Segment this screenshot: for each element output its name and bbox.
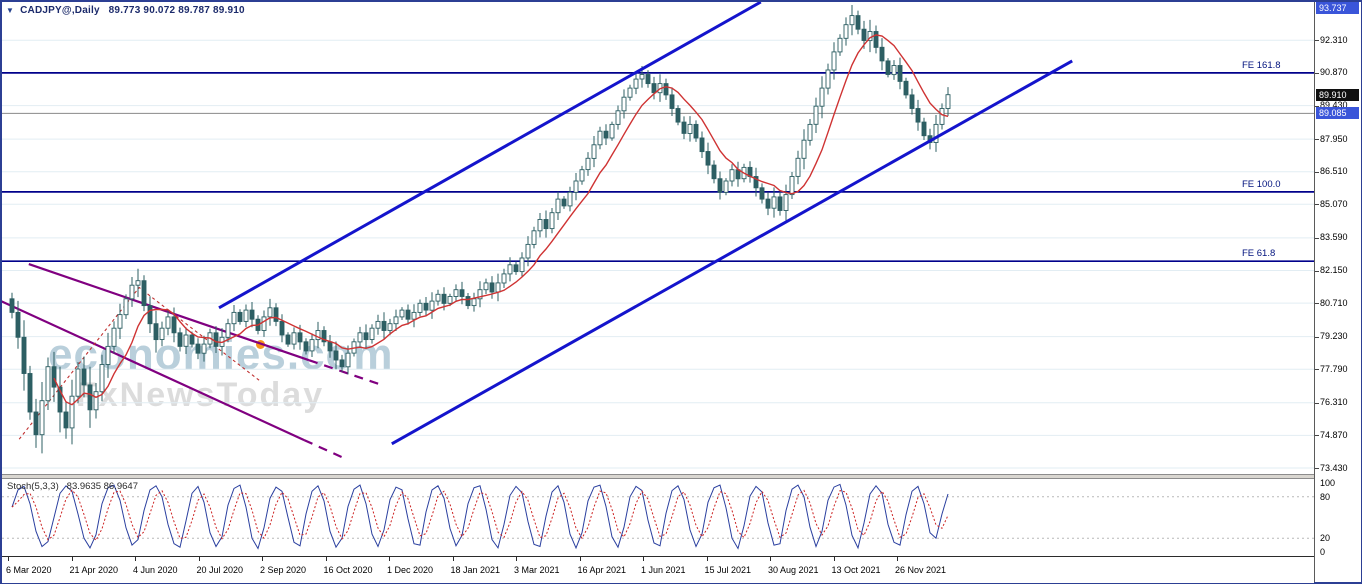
time-axis[interactable]: 6 Mar 2020 21 Apr 2020 4 Jun 2020 20 Jul 20…	[2, 556, 1314, 583]
price-tickmark	[1315, 72, 1319, 74]
price-tick-label: 89.430	[1320, 100, 1348, 111]
time-tick-label: 1 Dec 2020	[387, 565, 434, 575]
descending-channel-lower[interactable]	[2, 300, 345, 460]
time-tick-label: 15 Jul 2021	[704, 565, 752, 575]
time-tick-label: 4 Jun 2020	[133, 565, 178, 575]
watermark-fxnewstoday: FxNewsToday	[76, 376, 325, 415]
time-tickmark	[833, 557, 835, 561]
ohlc-values: 89.773 90.072 89.787 89.910	[108, 5, 245, 16]
symbol-info: ▼ CADJPY@,Daily 89.773 90.072 89.787 89.…	[6, 5, 245, 16]
trend-guide-dashed[interactable]	[18, 286, 260, 440]
price-tick-label: 80.710	[1320, 297, 1348, 308]
stochastic-name: Stoch(5,3,3)	[7, 481, 59, 492]
time-tickmark	[8, 557, 9, 561]
stochastic-label: Stoch(5,3,3) 83.9635 86.9647	[7, 481, 138, 492]
time-tickmark	[71, 557, 73, 561]
stoch-tick-label: 0	[1320, 547, 1326, 557]
time-tickmark	[389, 557, 390, 561]
price-tick-label: 86.510	[1320, 166, 1348, 177]
time-tick-label: 20 Jul 2020	[196, 565, 244, 575]
fib-level-label: FE 100.0	[1242, 178, 1281, 190]
time-tick-label: 26 Nov 2021	[895, 565, 947, 575]
price-tickmark	[1315, 336, 1319, 338]
fib-level-label: FE 61.8	[1242, 248, 1276, 260]
candles	[9, 5, 951, 454]
price-tickmark	[1315, 402, 1319, 404]
price-tickmark	[1315, 139, 1319, 141]
price-tickmark	[1315, 171, 1319, 173]
time-tick-label: 18 Jan 2021	[450, 565, 501, 575]
stochastic-pane[interactable]: Stoch(5,3,3) 83.9635 86.9647	[2, 479, 1314, 556]
time-tickmark	[579, 557, 581, 561]
price-tick-label: 92.310	[1320, 34, 1348, 45]
symbol-period-label: CADJPY@,Daily	[20, 5, 100, 16]
price-tick-label: 73.430	[1320, 462, 1348, 473]
bid-price-badge: 89.910	[1316, 88, 1359, 101]
price-tickmark	[1315, 435, 1319, 437]
price-tickmark	[1315, 468, 1319, 469]
time-tickmark	[706, 557, 708, 561]
time-tick-label: 1 Jun 2021	[641, 565, 686, 575]
price-tickmark	[1315, 369, 1319, 371]
fib-expansion-lines[interactable]	[2, 72, 1314, 263]
gridlines	[2, 39, 1314, 469]
time-tickmark	[135, 557, 136, 561]
price-tick-label: 77.790	[1320, 363, 1348, 374]
time-tick-label: 16 Apr 2021	[577, 565, 627, 575]
price-axis[interactable]: 92.310 90.870 89.430 87.950 86.510 85.070 83.5…	[1314, 2, 1361, 582]
time-tick-label: 3 Mar 2021	[514, 565, 560, 575]
time-tickmark	[452, 557, 454, 561]
price-tick-label: 82.150	[1320, 265, 1348, 275]
price-tickmark	[1315, 270, 1319, 272]
time-tick-label: 13 Oct 2021	[831, 565, 881, 575]
fib-level-label: FE 161.8	[1242, 59, 1281, 71]
stochastic-canvas[interactable]	[2, 479, 1314, 556]
stoch-tick-label: 20	[1320, 533, 1331, 544]
highlighted-price-badge: 89.085	[1316, 107, 1359, 120]
price-tick-label: 79.230	[1320, 331, 1348, 342]
time-tickmark	[770, 557, 771, 561]
ascending-channel-upper[interactable]	[218, 2, 762, 310]
price-tickmark	[1315, 40, 1319, 42]
time-tickmark	[198, 557, 200, 561]
price-tickmark	[1315, 237, 1319, 239]
time-tickmark	[262, 557, 263, 561]
price-tickmark	[1315, 204, 1319, 206]
time-tickmark	[325, 557, 327, 561]
stochastic-values: 83.9635 86.9647	[66, 481, 138, 492]
highlighted-price-badge: 93.737	[1316, 2, 1359, 14]
time-tickmark	[643, 557, 644, 561]
time-tick-label: 16 Oct 2020	[323, 565, 373, 575]
stoch-main-line	[11, 483, 949, 550]
descending-channel-upper[interactable]	[28, 263, 383, 387]
chart-menu-arrow-icon[interactable]: ▼	[6, 6, 15, 15]
price-tickmark	[1315, 303, 1319, 305]
moving-average-line[interactable]	[53, 34, 949, 406]
price-tick-label: 85.070	[1320, 198, 1348, 209]
price-tick-label: 74.870	[1320, 429, 1348, 440]
time-tick-label: 21 Apr 2020	[69, 565, 119, 575]
price-chart-canvas[interactable]	[2, 2, 1314, 474]
time-tick-label: 6 Mar 2020	[6, 565, 52, 575]
stoch-tick-label: 80	[1320, 491, 1331, 502]
ascending-channel-lower[interactable]	[391, 59, 1073, 446]
price-tick-label: 83.590	[1320, 232, 1348, 243]
price-tickmark	[1315, 105, 1319, 107]
price-tick-label: 90.870	[1320, 67, 1348, 78]
time-tick-label: 2 Sep 2020	[260, 565, 307, 575]
time-tick-label: 30 Aug 2021	[768, 565, 819, 575]
price-pane[interactable]: economies.com FxNewsToday ▼ CADJPY@,Dail…	[2, 2, 1314, 474]
pane-separator[interactable]	[2, 474, 1314, 479]
price-tick-label: 76.310	[1320, 397, 1348, 408]
stoch-signal-line	[11, 489, 949, 542]
time-tickmark	[516, 557, 517, 561]
time-tickmark	[897, 557, 898, 561]
stoch-tick-label: 100	[1320, 478, 1336, 488]
price-tick-label: 87.950	[1320, 133, 1348, 144]
